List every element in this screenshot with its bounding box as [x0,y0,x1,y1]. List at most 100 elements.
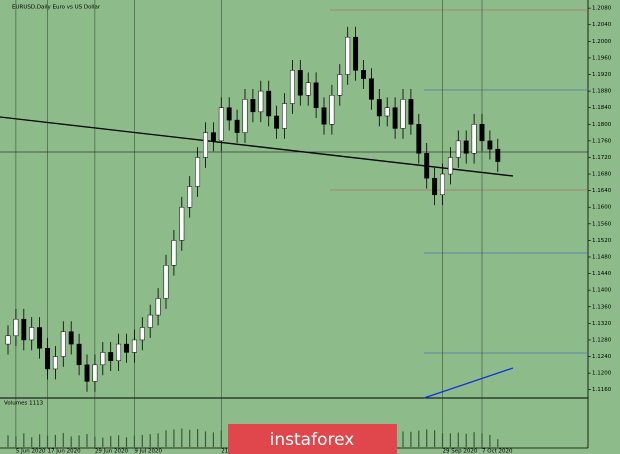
candle-body [37,327,43,349]
candle-body [5,335,11,345]
candle-body [21,318,27,341]
y-tick-label: 1.2080 [592,6,612,12]
candle-body [29,327,35,341]
x-tick-label: 7 Oct 2020 [482,449,513,454]
candle-body [376,99,382,117]
candle-body [479,124,485,142]
candle-body [250,99,256,113]
candle-body [321,107,327,125]
candle-body [495,148,501,162]
candle-body [368,78,374,100]
candle-body [274,115,280,129]
y-tick-label: 1.1480 [592,254,612,260]
candle-body [179,206,185,241]
candle-body [163,265,169,299]
watermark: instaforex [270,430,355,450]
candle-body [139,327,145,341]
y-tick-label: 1.1680 [592,172,612,178]
y-tick-label: 1.1520 [592,238,612,244]
candle-body [297,70,303,96]
candle-body [258,90,264,113]
candle-body [487,140,493,150]
y-tick-label: 1.1400 [592,288,612,294]
y-tick-label: 1.1360 [592,304,612,310]
candle-body [218,107,224,142]
candle-body [124,343,129,353]
candle-body [384,107,390,117]
candle-body [242,99,248,133]
candle-body [345,36,351,75]
logo-box [228,424,397,454]
y-tick-label: 1.1160 [592,387,612,393]
candle-body [187,186,193,208]
candle-body [313,82,319,108]
candle-body [100,352,106,366]
candle-body [92,364,98,382]
y-tick-label: 1.1560 [592,221,612,227]
candle-body [210,132,216,142]
y-tick-label: 1.2000 [592,39,612,45]
candle-body [432,177,438,196]
y-tick-label: 1.1840 [592,105,612,111]
y-tick-label: 1.1600 [592,205,612,211]
candle-body [68,331,74,345]
x-tick-label: 29 Jun 2020 [95,449,129,454]
candle-body [447,157,453,175]
candle-body [416,124,422,154]
x-tick-label: 29 Sep 2020 [443,449,478,454]
chart-title: EURUSD,Daily Euro vs US Dollar [12,5,101,11]
candle-body [84,364,90,382]
candle-body [45,347,50,370]
y-tick-label: 1.1760 [592,138,612,144]
candle-body [171,240,177,266]
candle-body [195,157,201,187]
candle-body [392,107,398,129]
candle-body [203,132,208,158]
candle-body [147,314,153,328]
candle-body [471,124,477,154]
candle-body [13,318,19,337]
candle-body [60,331,66,357]
candle-body [76,343,82,366]
candle-body [455,140,461,158]
y-tick-label: 1.1200 [592,371,612,377]
candle-body [353,36,359,71]
y-tick-label: 1.2040 [592,22,612,28]
y-tick-label: 1.1320 [592,321,612,327]
x-tick-label: 5 Jun 2020 [16,449,46,454]
candle-body [282,103,287,129]
x-tick-label: 9 Jul 2020 [134,449,162,454]
candle-body [337,74,343,96]
y-tick-label: 1.1280 [592,337,612,343]
candle-body [361,70,366,79]
y-tick-label: 1.1800 [592,122,612,128]
candle-body [440,173,445,196]
trend-line-blue [423,367,514,399]
candle-body [234,119,240,133]
y-tick-label: 1.1240 [592,354,612,360]
candle-body [329,94,335,125]
candle-body [226,107,232,121]
y-tick-label: 1.1960 [592,55,612,61]
candle-body [108,352,114,361]
y-tick-label: 1.1880 [592,89,612,95]
y-tick-label: 1.1920 [592,72,612,78]
volume-label: Volumes 1113 [4,401,44,407]
candle-body [52,356,58,370]
candle-body [131,339,137,353]
candle-body [424,153,430,179]
y-tick-label: 1.1440 [592,271,612,277]
y-tick-label: 1.1720 [592,155,612,161]
candle-body [155,298,161,316]
candle-body [289,70,295,104]
candle-body [463,140,469,154]
y-tick-label: 1.1640 [592,188,612,194]
x-tick-label: 17 Jun 2020 [48,449,82,454]
candle-body [116,343,122,361]
candle-body [408,99,414,125]
candle-body [400,99,406,129]
candle-body [305,82,311,96]
candle-body [266,90,272,117]
